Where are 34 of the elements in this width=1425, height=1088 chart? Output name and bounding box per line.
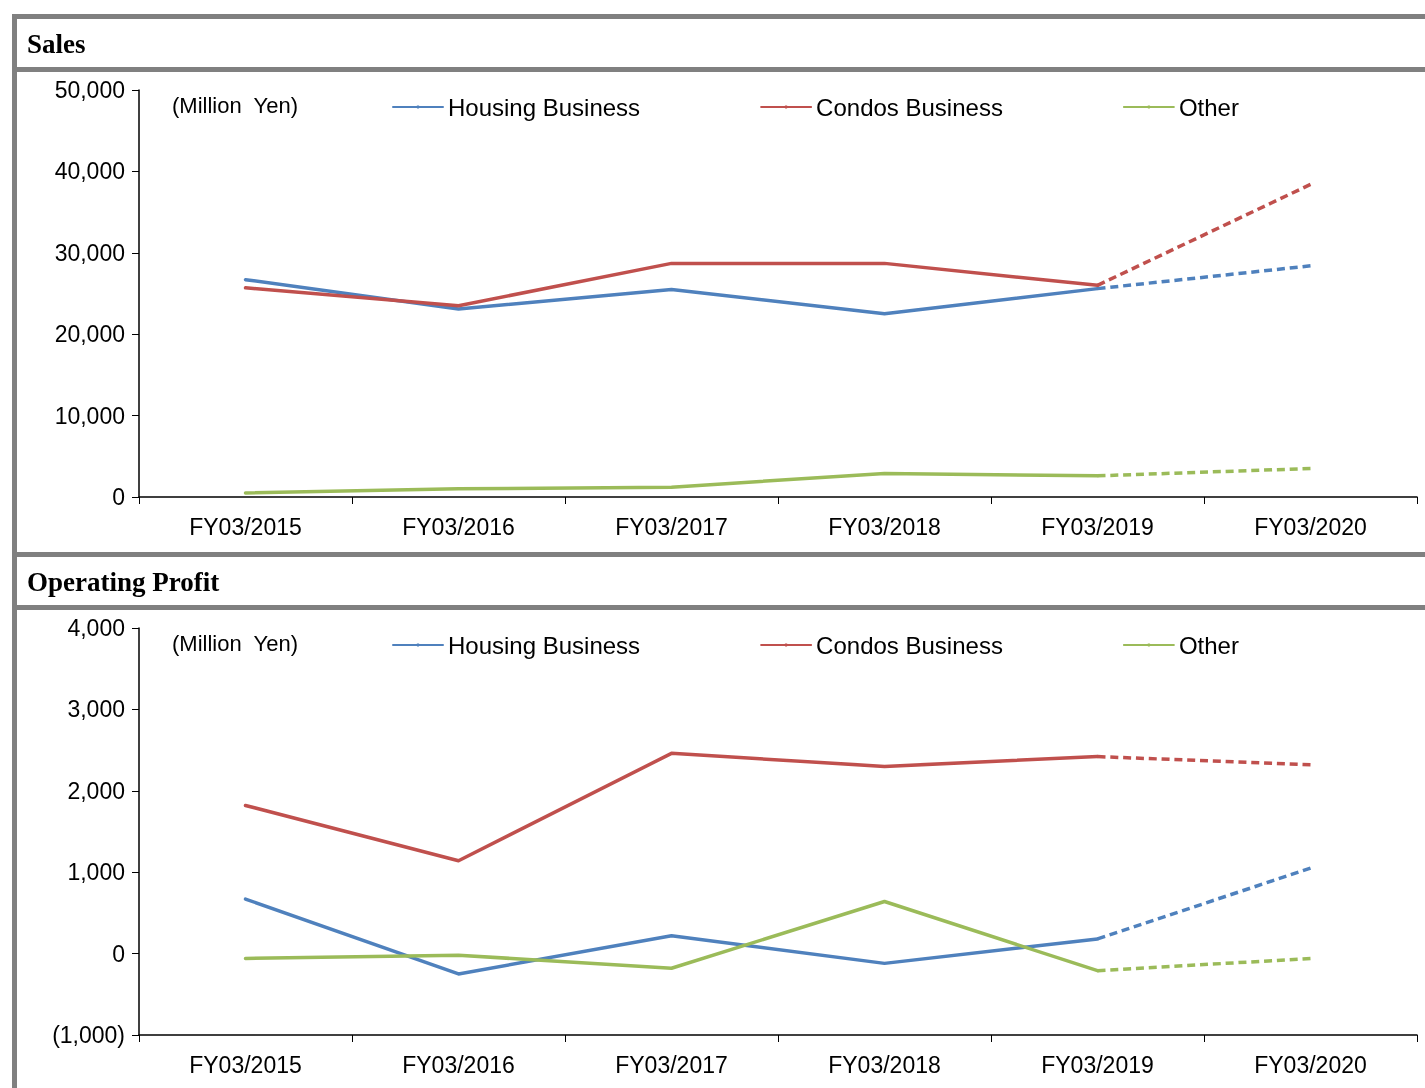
legend-label: Other: [1178, 631, 1239, 659]
chart-title: Operating Profit: [17, 557, 1425, 610]
x-tick-label: FY03/2019: [1041, 1051, 1154, 1078]
y-tick-label: 1,000: [67, 859, 125, 886]
y-tick-label: (1,000): [52, 1022, 125, 1048]
legend-label: Condos Business: [816, 93, 1003, 121]
x-tick-label: FY03/2016: [402, 1051, 515, 1078]
y-tick-label: 4,000: [67, 615, 125, 641]
x-tick-label: FY03/2015: [189, 1051, 302, 1078]
annotation: (Million Yen): [172, 630, 298, 656]
x-tick-label: FY03/2017: [615, 1051, 728, 1078]
x-tick-label: FY03/2020: [1254, 513, 1367, 540]
x-tick-label: FY03/2018: [828, 513, 941, 540]
x-tick-label: FY03/2020: [1254, 1051, 1367, 1078]
y-tick-label: 30,000: [54, 239, 125, 266]
y-tick-label: 40,000: [54, 158, 125, 185]
legend-label: Housing Business: [448, 631, 641, 659]
x-tick-label: FY03/2018: [828, 1051, 941, 1078]
legend-label: Condos Business: [816, 631, 1003, 659]
chart-title: Sales: [17, 19, 1425, 72]
x-tick-label: FY03/2015: [189, 513, 302, 540]
y-tick-label: 3,000: [67, 696, 125, 723]
y-tick-label: 10,000: [54, 402, 125, 429]
y-tick-label: 2,000: [67, 777, 125, 804]
y-tick-label: 20,000: [54, 321, 125, 348]
x-tick-label: FY03/2019: [1041, 513, 1154, 540]
legend-label: Housing Business: [448, 93, 641, 121]
x-tick-label: FY03/2016: [402, 513, 515, 540]
x-tick-label: FY03/2017: [615, 513, 728, 540]
y-tick-label: 0: [112, 940, 125, 967]
y-tick-label: 50,000: [54, 77, 125, 103]
annotation: (Million Yen): [172, 92, 298, 118]
y-tick-label: 0: [112, 484, 125, 510]
legend-label: Other: [1178, 93, 1239, 121]
